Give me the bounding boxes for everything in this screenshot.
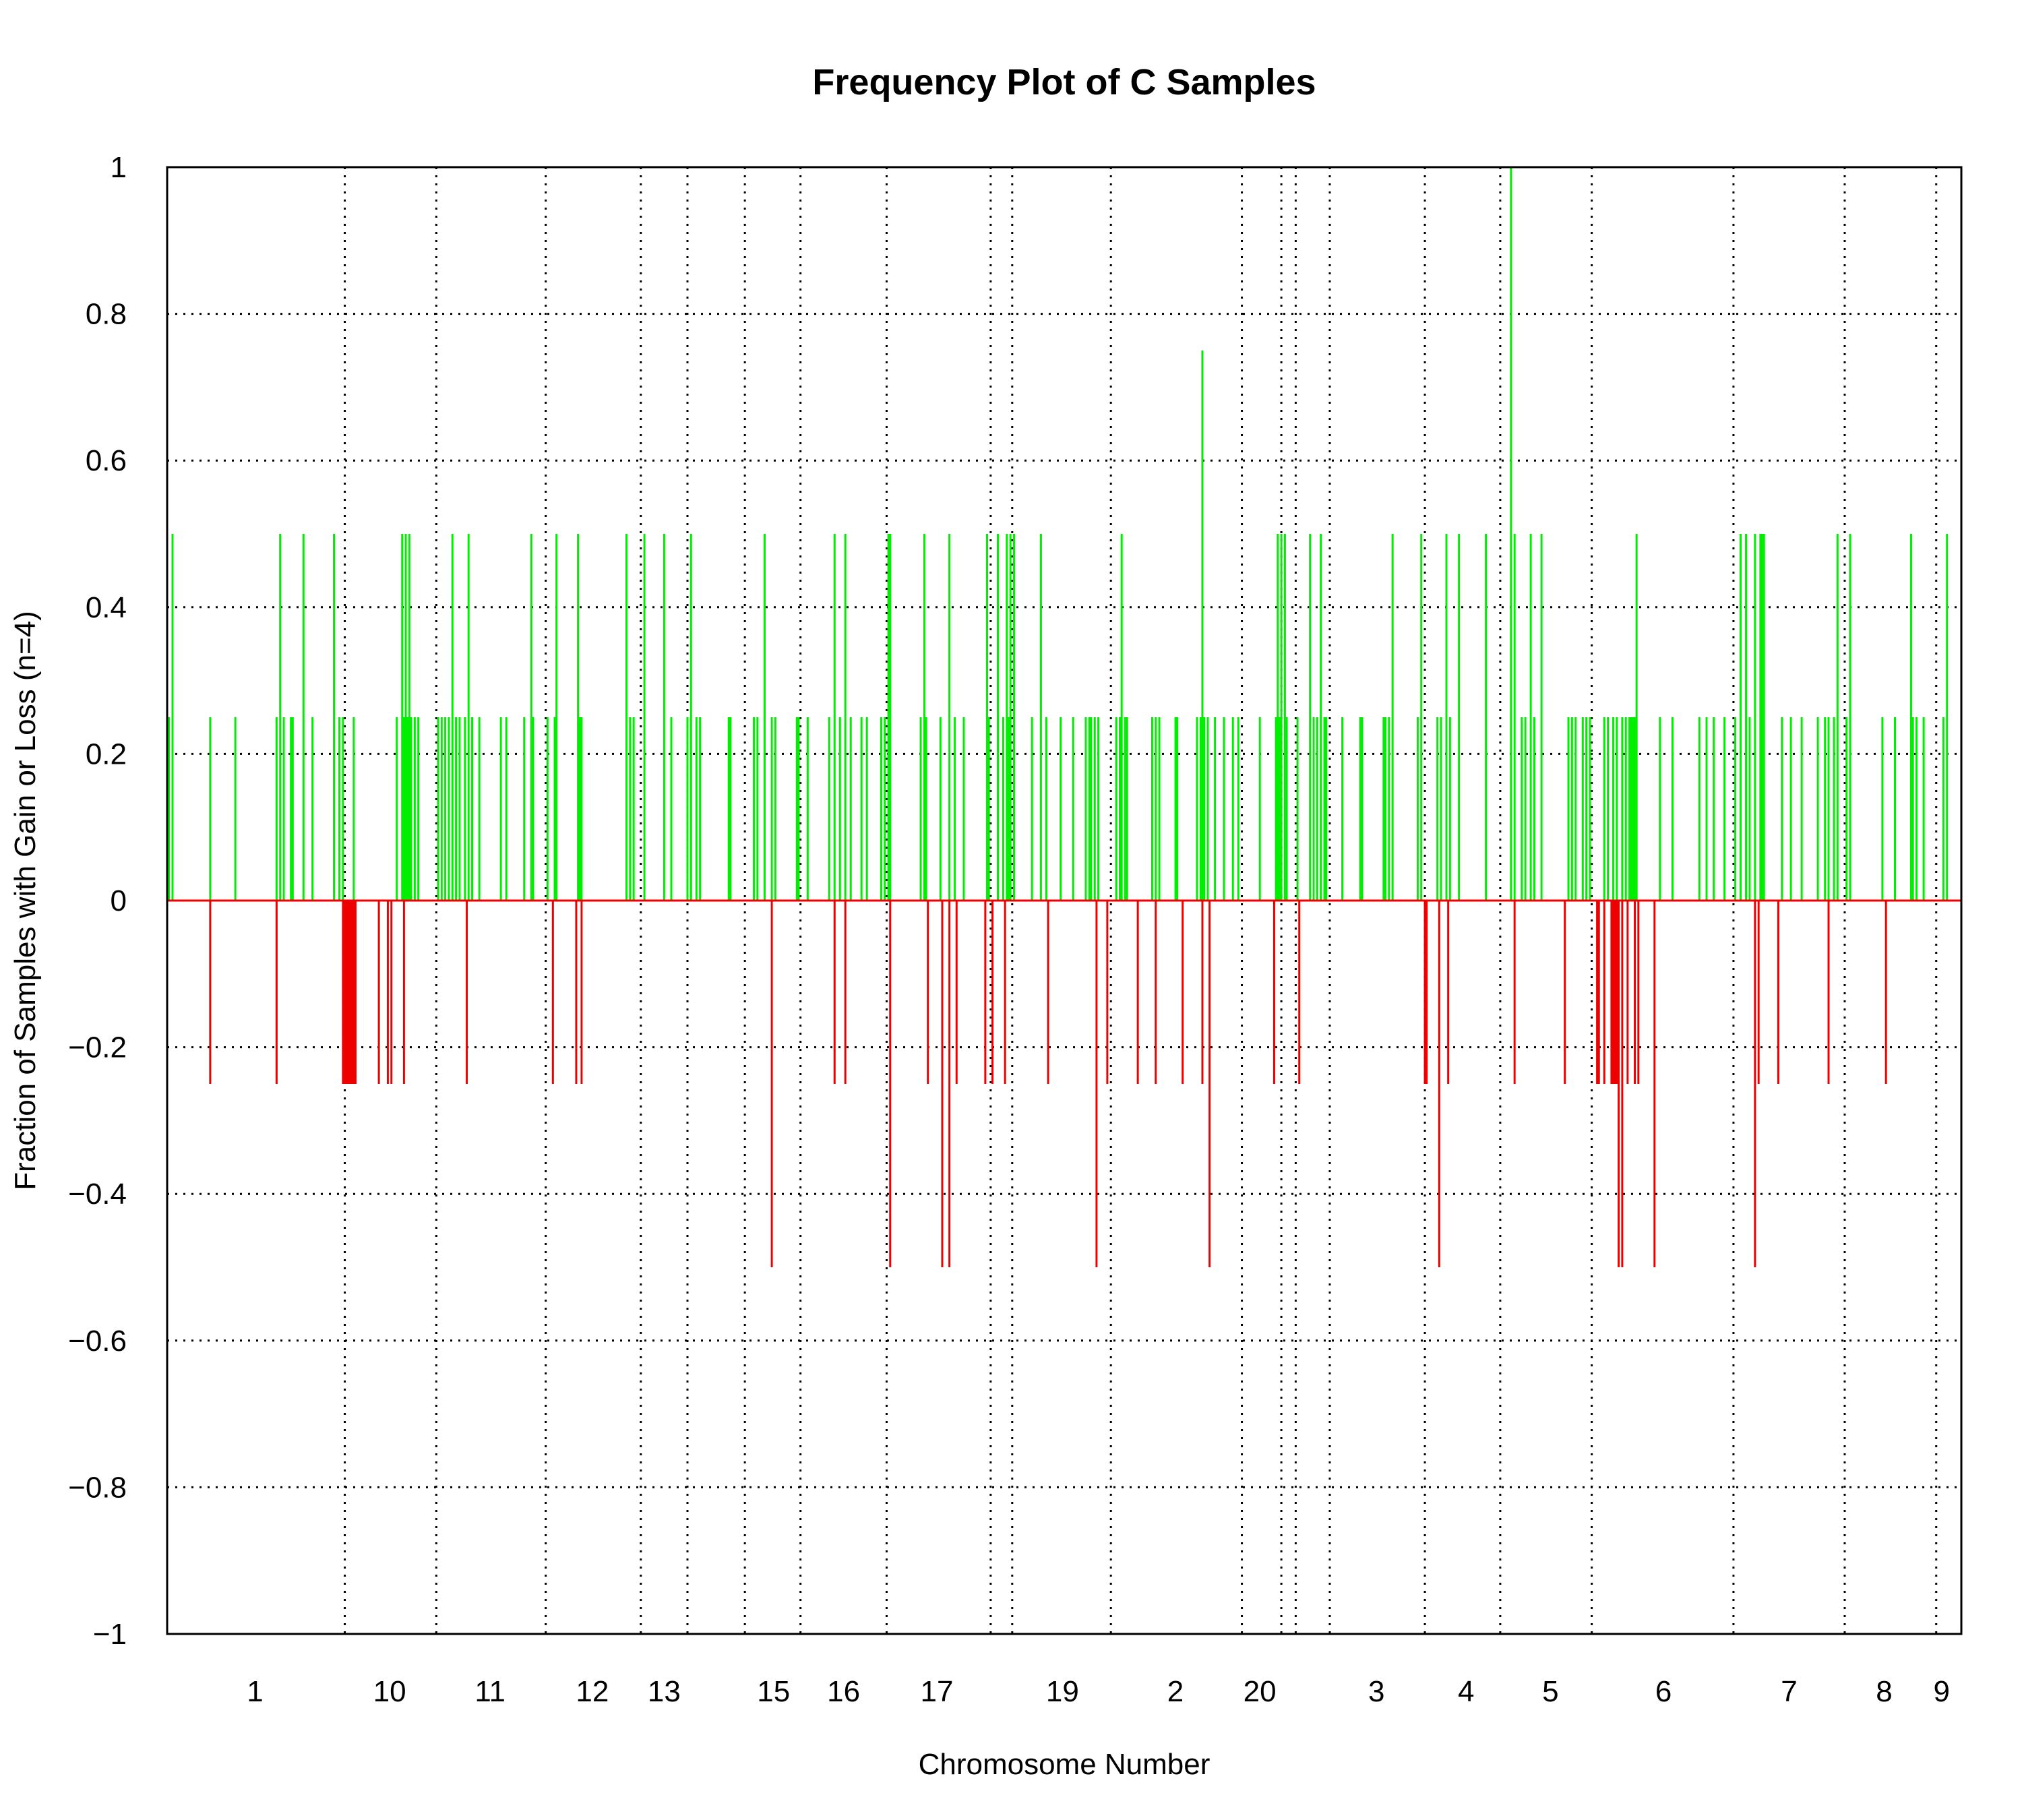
chromosome-label: 9 — [1933, 1675, 1949, 1708]
grid-lines — [167, 167, 1961, 1634]
y-tick-label: 0.4 — [86, 591, 127, 624]
chromosome-label: 6 — [1655, 1675, 1672, 1708]
y-tick-label: 0.2 — [86, 737, 127, 770]
chromosome-label: 5 — [1542, 1675, 1558, 1708]
y-tick-label: 0.6 — [86, 444, 127, 477]
y-tick-label: 1 — [111, 151, 127, 184]
chromosome-label: 11 — [474, 1675, 506, 1708]
y-tick-label: −1 — [93, 1618, 127, 1651]
gain-series — [168, 167, 1949, 901]
chromosome-label: 13 — [648, 1675, 681, 1708]
chromosome-label: 3 — [1368, 1675, 1384, 1708]
chromosome-label: 16 — [827, 1675, 860, 1708]
loss-series — [209, 901, 1887, 1267]
chart-title: Frequency Plot of C Samples — [812, 62, 1316, 102]
chromosome-label: 2 — [1167, 1675, 1184, 1708]
chromosome-label: 17 — [921, 1675, 954, 1708]
chromosome-label: 10 — [373, 1675, 406, 1708]
chromosome-label: 20 — [1244, 1675, 1277, 1708]
chromosome-label: 1 — [247, 1675, 263, 1708]
y-tick-label: −0.4 — [68, 1178, 127, 1211]
y-tick-label: −0.2 — [68, 1031, 127, 1064]
y-axis-label: Fraction of Samples with Gain or Loss (n… — [9, 611, 42, 1190]
chromosome-label: 8 — [1876, 1675, 1892, 1708]
x-axis-label: Chromosome Number — [919, 1748, 1211, 1781]
chromosome-label: 4 — [1458, 1675, 1474, 1708]
chromosome-label: 12 — [576, 1675, 609, 1708]
y-tick-label: −0.8 — [68, 1471, 127, 1504]
y-tick-label: −0.6 — [68, 1325, 127, 1358]
chromosome-label: 15 — [757, 1675, 790, 1708]
chromosome-label: 7 — [1781, 1675, 1797, 1708]
plot-frame — [166, 166, 1963, 1635]
y-tick-label: 0.8 — [86, 298, 127, 331]
chromosome-label: 19 — [1046, 1675, 1079, 1708]
y-tick-label: 0 — [111, 884, 127, 917]
chromosome-labels: 1 10 11 12 13 15 16 17 19 2 20 3 4 5 6 7 8 9 — [247, 1675, 1950, 1708]
y-tick-labels: 1 0.8 0.6 0.4 0.2 0 −0.2 −0.4 −0.6 −0.8 −1 — [68, 151, 127, 1651]
